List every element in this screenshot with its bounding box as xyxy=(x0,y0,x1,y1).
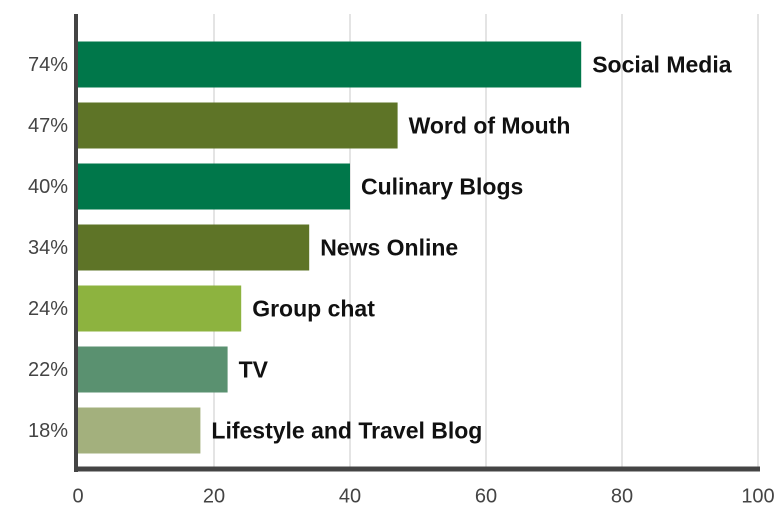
x-tick-label: 60 xyxy=(475,485,497,507)
bar xyxy=(78,163,350,210)
value-label: 74% xyxy=(28,54,68,76)
x-tick-label: 0 xyxy=(72,485,83,507)
value-label: 34% xyxy=(28,237,68,259)
value-label: 40% xyxy=(28,176,68,198)
category-label: Culinary Blogs xyxy=(361,174,523,200)
value-label: 22% xyxy=(28,359,68,381)
x-tick-label: 40 xyxy=(339,485,361,507)
value-label: 24% xyxy=(28,298,68,320)
category-label: Group chat xyxy=(252,296,375,322)
x-tick-label: 20 xyxy=(203,485,225,507)
category-label: TV xyxy=(239,357,269,383)
x-tick-label: 100 xyxy=(741,485,774,507)
category-label: Lifestyle and Travel Blog xyxy=(211,418,482,444)
value-label: 47% xyxy=(28,115,68,137)
bar xyxy=(78,224,310,271)
value-label: 18% xyxy=(28,420,68,442)
bar xyxy=(78,285,242,332)
bar xyxy=(78,407,201,454)
x-tick-label: 80 xyxy=(611,485,633,507)
category-label: News Online xyxy=(320,235,458,261)
category-label: Social Media xyxy=(592,52,732,78)
bar xyxy=(78,346,228,393)
bar xyxy=(78,102,398,149)
category-label: Word of Mouth xyxy=(409,113,571,139)
bar xyxy=(78,41,582,88)
